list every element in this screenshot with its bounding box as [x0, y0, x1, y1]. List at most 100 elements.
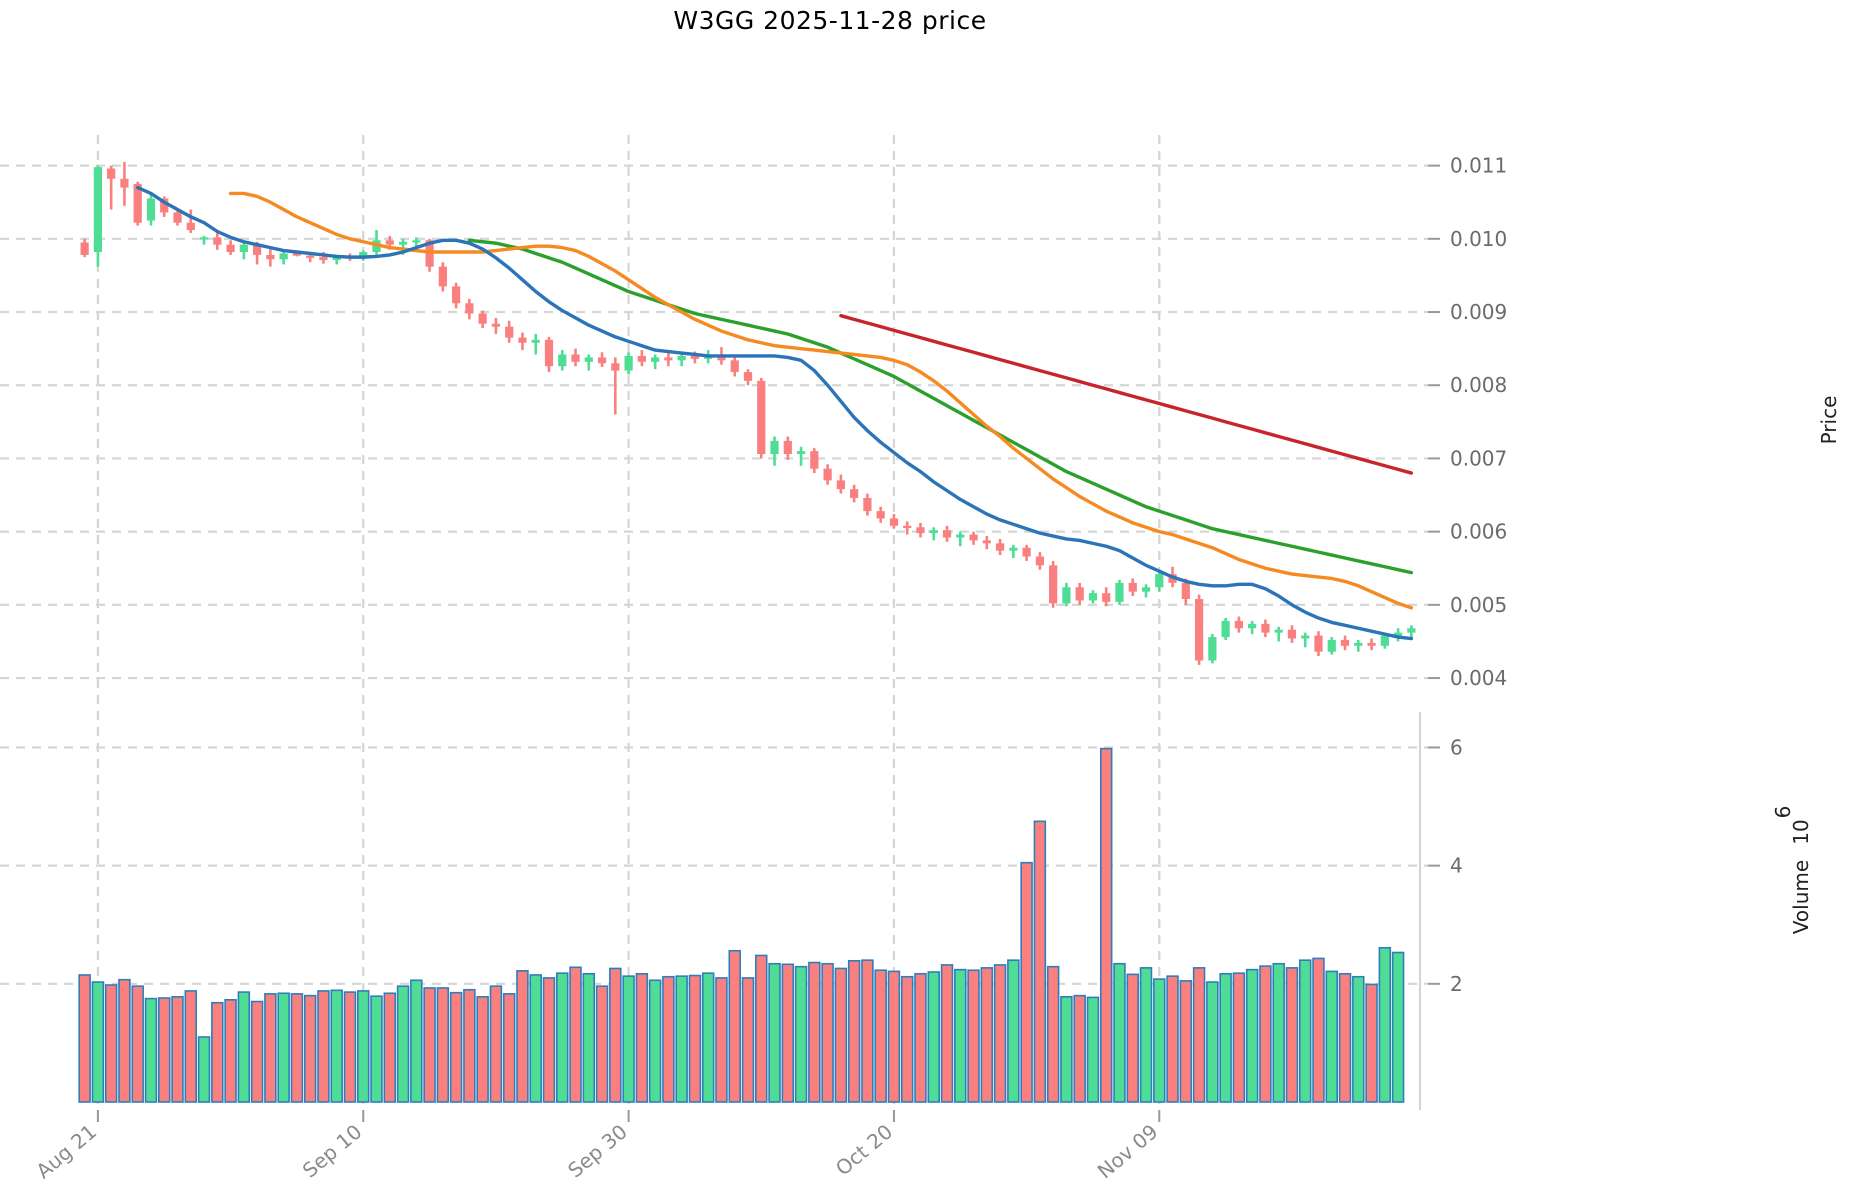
- volume-bar: [78, 974, 91, 1103]
- price-tick-label: 0.007: [1450, 446, 1507, 470]
- volume-bar: [622, 975, 635, 1103]
- volume-bar: [516, 970, 529, 1103]
- volume-bar: [1139, 967, 1153, 1103]
- price-tick-label: 0.009: [1450, 300, 1507, 324]
- volume-bar: [808, 961, 821, 1103]
- volume-bar: [157, 997, 171, 1103]
- candle-body: [1009, 547, 1018, 551]
- volume-bar: [197, 1036, 211, 1103]
- volume-bar: [317, 990, 330, 1103]
- candle-body: [995, 543, 1005, 551]
- candle-body: [1407, 628, 1416, 633]
- candle-body: [1035, 556, 1044, 566]
- candle-body: [810, 451, 819, 469]
- volume-bar: [688, 974, 702, 1103]
- candle-body: [584, 357, 593, 362]
- candle-body: [823, 468, 832, 481]
- volume-bar: [211, 1001, 224, 1103]
- date-tick-label: Nov 09: [1093, 1119, 1163, 1183]
- volume-bar: [1338, 972, 1352, 1103]
- candle-body: [1354, 642, 1363, 646]
- ma-slow-line: [467, 238, 1414, 575]
- volume-bars: [78, 747, 1405, 1103]
- volume-bar: [874, 969, 887, 1103]
- candle-body: [850, 489, 859, 498]
- volume-bar: [914, 972, 927, 1103]
- candle-body: [398, 241, 408, 245]
- volume-bar: [104, 984, 118, 1103]
- candle-body: [929, 530, 938, 534]
- volume-bar: [954, 968, 967, 1103]
- candle-body: [1049, 565, 1058, 604]
- candle-body: [1141, 587, 1151, 592]
- volume-tick-label: 2: [1450, 972, 1463, 996]
- volume-bar: [1245, 968, 1259, 1103]
- candle-body: [1181, 582, 1190, 599]
- volume-bar: [1126, 973, 1139, 1103]
- price-tick-label: 0.005: [1450, 593, 1507, 617]
- volume-bar: [1272, 962, 1285, 1103]
- ma-long-line: [839, 313, 1414, 475]
- volume-bar: [1046, 965, 1060, 1103]
- candle-body: [213, 237, 222, 245]
- candle-body: [1261, 623, 1270, 633]
- price-tick-label: 0.010: [1450, 227, 1507, 251]
- candle-body: [1115, 582, 1124, 602]
- volume-bar: [184, 990, 198, 1103]
- candle-body: [1367, 642, 1376, 646]
- candle-body: [757, 380, 766, 455]
- candle-body: [319, 257, 328, 261]
- volume-bar: [1352, 975, 1365, 1103]
- volume-bar: [476, 996, 489, 1103]
- volume-bar: [967, 969, 980, 1103]
- candle-body: [651, 357, 660, 362]
- volume-bar: [768, 962, 781, 1103]
- candle-body: [1221, 620, 1230, 638]
- volume-bar: [237, 991, 251, 1103]
- volume-bar: [728, 949, 741, 1103]
- volume-bar: [224, 998, 237, 1103]
- volume-bar: [1007, 959, 1020, 1103]
- candle-body: [107, 168, 116, 179]
- volume-bar: [423, 987, 436, 1103]
- candle-body: [1287, 629, 1297, 639]
- volume-bar: [582, 972, 596, 1103]
- volume-bar: [410, 979, 423, 1103]
- volume-bar: [91, 981, 105, 1103]
- candle-body: [478, 313, 487, 324]
- candle-body: [876, 511, 885, 519]
- volume-bar: [1298, 959, 1312, 1103]
- candle-body: [173, 212, 182, 223]
- volume-bar: [489, 985, 503, 1103]
- candle-body: [412, 240, 421, 243]
- price-axis-ticks: 0.011 0.010 0.009 0.008 0.007 0.006 0.005 0.004: [1428, 154, 1507, 690]
- candle-body: [889, 518, 899, 526]
- volume-bar: [357, 990, 370, 1103]
- candle-body: [690, 355, 700, 359]
- candle-body: [611, 363, 620, 371]
- volume-bar: [635, 972, 649, 1103]
- volume-tick-label: 6: [1450, 735, 1463, 759]
- candle-body: [796, 451, 806, 455]
- volume-bar: [1192, 967, 1206, 1103]
- volume-bar: [675, 975, 688, 1103]
- candle-body: [1393, 632, 1403, 636]
- volume-bar: [144, 997, 158, 1103]
- candle-body: [120, 178, 129, 188]
- candle-body: [80, 242, 89, 255]
- candle-body: [531, 339, 540, 343]
- candle-body: [1380, 635, 1389, 646]
- volume-bar: [847, 959, 861, 1103]
- volume-bar: [701, 972, 715, 1103]
- candle-body: [942, 530, 952, 538]
- candle-body: [1340, 639, 1350, 646]
- candle-body: [491, 323, 501, 327]
- price-tick-label: 0.008: [1450, 373, 1507, 397]
- volume-axis-exponent-sup: 6: [1771, 806, 1795, 819]
- candle-body: [743, 372, 753, 381]
- volume-bar: [755, 954, 768, 1103]
- candle-body: [252, 244, 262, 255]
- volume-bar: [794, 965, 808, 1103]
